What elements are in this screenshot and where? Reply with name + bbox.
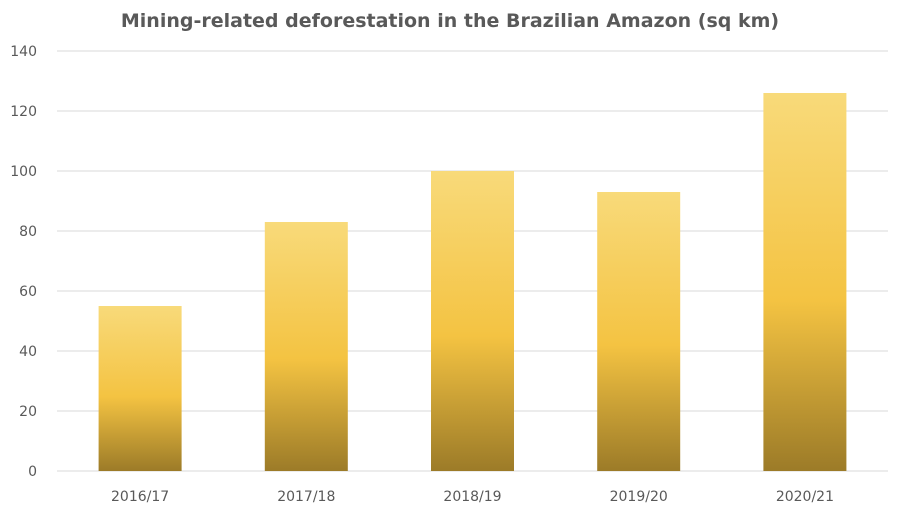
y-tick-label: 60: [19, 284, 37, 300]
x-tick-label: 2017/18: [277, 489, 335, 505]
bar-2017/18: [264, 222, 348, 471]
chart-title: Mining-related deforestation in the Braz…: [120, 10, 780, 32]
y-tick-label: 140: [10, 44, 37, 60]
x-tick-label: 2019/20: [610, 489, 668, 505]
y-tick-label: 80: [19, 224, 37, 240]
y-tick-label: 120: [10, 104, 37, 120]
bar-2018/19: [431, 171, 514, 471]
y-tick-label: 20: [19, 404, 37, 420]
y-tick-label: 40: [19, 344, 37, 360]
bar-2020/21: [763, 93, 847, 471]
x-tick-label: 2016/17: [111, 489, 169, 505]
y-tick-label: 0: [28, 464, 37, 480]
x-tick-label: 2018/19: [443, 489, 501, 505]
y-tick-label: 100: [10, 164, 37, 180]
x-tick-label: 2020/21: [776, 489, 834, 505]
bar-2019/20: [597, 192, 681, 471]
bar-2016/17: [98, 306, 182, 471]
